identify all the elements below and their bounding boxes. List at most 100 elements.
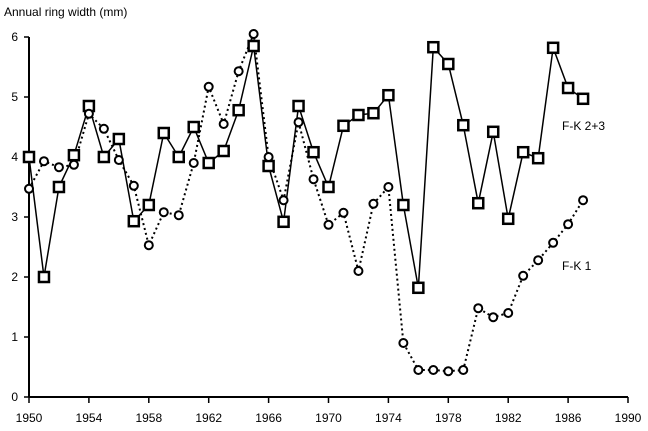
data-point-square	[157, 126, 171, 140]
y-tick-label: 4	[11, 150, 18, 164]
y-tick-label: 2	[11, 270, 18, 284]
data-point-square	[486, 125, 500, 139]
x-tick-label: 1978	[435, 411, 462, 425]
data-point-circle	[158, 207, 169, 218]
series-line-fk23	[28, 45, 584, 288]
data-point-square	[247, 39, 260, 53]
y-tick-label: 0	[11, 390, 18, 404]
data-point-square	[322, 180, 335, 194]
data-point-circle	[293, 117, 304, 128]
data-point-square	[367, 106, 380, 120]
data-point-circle	[443, 366, 454, 377]
data-point-circle	[308, 174, 319, 185]
x-tick-label: 1954	[76, 411, 103, 425]
data-point-square	[442, 57, 455, 71]
data-point-circle	[113, 155, 124, 165]
data-point-square	[172, 150, 185, 164]
data-point-circle	[518, 270, 529, 281]
data-point-square	[22, 150, 36, 164]
series-label-fk1: F-K 1	[562, 259, 592, 273]
data-point-square	[457, 118, 470, 132]
data-point-circle	[578, 195, 589, 206]
x-tick-label: 1990	[615, 411, 642, 425]
data-point-circle	[338, 207, 349, 218]
data-point-square	[352, 108, 365, 122]
data-point-square	[546, 41, 560, 55]
data-point-circle	[203, 81, 214, 92]
data-point-circle	[68, 159, 79, 170]
data-point-circle	[143, 240, 154, 251]
data-point-circle	[24, 183, 34, 194]
y-tick-label: 1	[11, 330, 18, 344]
y-axis-label: Annual ring width (mm)	[4, 5, 127, 19]
data-point-circle	[383, 182, 394, 192]
series-group	[22, 29, 590, 377]
data-point-circle	[83, 108, 94, 119]
data-point-square	[531, 151, 545, 165]
data-point-circle	[398, 338, 409, 348]
data-point-circle	[533, 255, 544, 266]
x-tick-label: 1986	[555, 411, 582, 425]
data-point-square	[337, 119, 350, 133]
data-point-circle	[218, 119, 229, 129]
data-point-square	[307, 145, 320, 159]
data-point-circle	[188, 158, 199, 168]
data-point-square	[516, 145, 530, 159]
x-tick-label: 1950	[16, 411, 43, 425]
y-tick-label: 5	[11, 90, 18, 104]
data-point-circle	[263, 152, 274, 162]
data-point-circle	[233, 66, 244, 77]
data-point-circle	[173, 210, 184, 221]
data-point-square	[397, 198, 410, 212]
data-point-square	[501, 212, 515, 226]
data-point-square	[112, 132, 126, 146]
data-point-circle	[458, 365, 469, 375]
data-point-square	[187, 120, 200, 134]
data-point-circle	[323, 219, 334, 230]
data-point-square	[292, 99, 305, 113]
data-point-square	[142, 198, 156, 212]
x-tick-label: 1970	[315, 411, 342, 425]
data-point-circle	[503, 308, 514, 318]
data-point-circle	[488, 312, 499, 323]
data-point-square	[277, 215, 290, 229]
data-point-square	[127, 214, 141, 228]
x-tick-label: 1966	[255, 411, 282, 425]
data-point-square	[561, 81, 575, 95]
data-point-square	[52, 180, 66, 194]
data-point-circle	[368, 198, 379, 209]
data-point-circle	[98, 123, 109, 134]
data-point-square	[576, 92, 590, 106]
data-point-circle	[413, 365, 424, 375]
data-point-square	[97, 150, 111, 164]
data-point-circle	[128, 180, 139, 191]
x-tick-label: 1958	[135, 411, 162, 425]
data-point-square	[202, 156, 215, 170]
y-tick-label: 6	[11, 30, 18, 44]
data-point-circle	[548, 237, 559, 248]
axes: 0 1 2 3 4 5 6 1950 1954 1958 1962 1966 1970 1974 1978 1…	[11, 30, 641, 425]
data-point-square	[217, 144, 230, 158]
data-point-square	[472, 196, 485, 210]
data-point-circle	[473, 303, 484, 314]
data-point-circle	[53, 162, 64, 173]
x-tick-label: 1974	[375, 411, 402, 425]
data-point-circle	[563, 219, 574, 230]
series-label-fk23: F-K 2+3	[562, 119, 605, 133]
data-point-square	[232, 103, 245, 117]
data-point-circle	[278, 195, 289, 206]
data-point-circle	[353, 266, 364, 276]
data-point-circle	[38, 156, 49, 167]
series-line-fk1	[28, 33, 584, 373]
data-point-square	[37, 270, 51, 284]
x-tick-label: 1982	[495, 411, 522, 425]
data-point-circle	[248, 29, 259, 39]
data-point-square	[382, 88, 395, 102]
data-point-square	[262, 159, 275, 173]
data-point-square	[427, 40, 440, 54]
y-tick-label: 3	[11, 210, 18, 224]
data-point-circle	[428, 365, 439, 375]
data-point-square	[67, 148, 81, 162]
data-point-square	[412, 281, 425, 295]
